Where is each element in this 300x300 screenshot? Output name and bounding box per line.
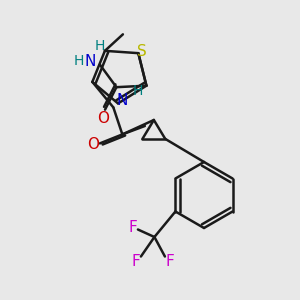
Text: H: H [95, 39, 105, 53]
Text: O: O [98, 111, 110, 126]
Text: S: S [137, 44, 147, 59]
Text: H: H [133, 84, 143, 98]
Text: F: F [131, 254, 140, 269]
Text: N: N [117, 93, 128, 108]
Text: F: F [128, 220, 137, 235]
Text: O: O [87, 137, 99, 152]
Text: N: N [85, 54, 96, 69]
Text: H: H [73, 54, 83, 68]
Text: F: F [166, 254, 175, 269]
